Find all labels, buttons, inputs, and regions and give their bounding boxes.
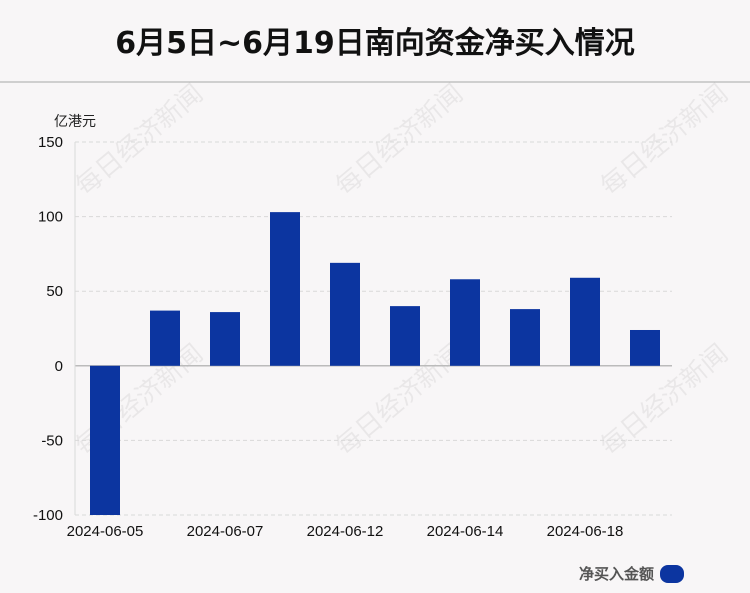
bar <box>510 309 540 366</box>
y-tick-label: -100 <box>33 507 63 524</box>
x-tick-labels: 2024-06-05 2024-06-07 2024-06-12 2024-06-14… <box>67 523 624 540</box>
bar <box>210 312 240 366</box>
bar <box>150 310 180 366</box>
bar <box>270 212 300 366</box>
x-tick-label: 2024-06-18 <box>547 523 624 540</box>
y-tick-labels: 150 100 50 0 -50 -100 <box>33 134 63 524</box>
y-tick-label: 100 <box>38 209 63 226</box>
y-tick-label: -50 <box>41 432 63 449</box>
chart-title: 6月5日~6月19日南向资金净买入情况 <box>115 26 635 61</box>
bar <box>90 365 120 515</box>
x-tick-label: 2024-06-14 <box>427 523 504 540</box>
bar <box>570 277 600 366</box>
legend-swatch <box>660 564 684 583</box>
y-tick-label: 150 <box>38 134 63 151</box>
y-unit-label: 亿港元 <box>54 114 96 130</box>
legend: 净买入金额 <box>579 563 684 584</box>
bar <box>330 262 360 366</box>
title-divider <box>0 81 750 83</box>
y-tick-label: 0 <box>55 358 63 375</box>
x-tick-label: 2024-06-12 <box>307 523 384 540</box>
legend-label: 净买入金额 <box>578 565 654 583</box>
bar <box>450 279 480 366</box>
y-tick-label: 50 <box>46 283 63 300</box>
bars <box>90 212 660 515</box>
bar <box>390 306 420 366</box>
x-tick-label: 2024-06-05 <box>67 523 144 540</box>
grid-lines <box>74 141 672 516</box>
bar <box>630 329 660 366</box>
x-tick-label: 2024-06-07 <box>187 523 264 540</box>
